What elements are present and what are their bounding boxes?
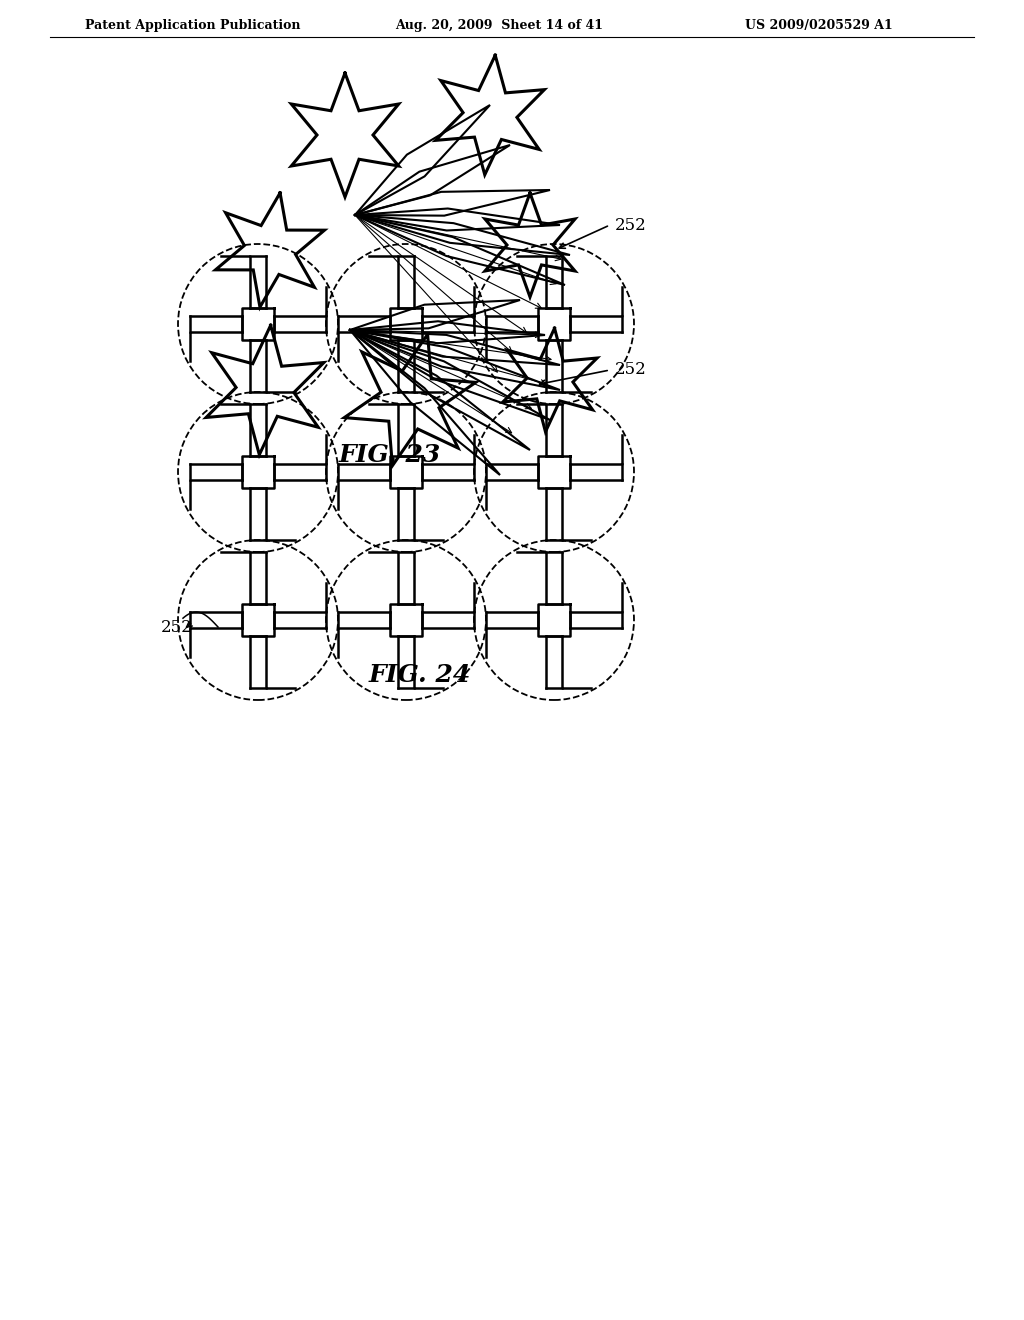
Text: 252: 252 [615, 362, 647, 379]
Text: US 2009/0205529 A1: US 2009/0205529 A1 [745, 18, 893, 32]
Text: FIG. 24: FIG. 24 [369, 663, 471, 686]
Text: Aug. 20, 2009  Sheet 14 of 41: Aug. 20, 2009 Sheet 14 of 41 [395, 18, 603, 32]
Text: 252: 252 [615, 216, 647, 234]
Text: Patent Application Publication: Patent Application Publication [85, 18, 300, 32]
Text: FIG. 23: FIG. 23 [339, 444, 441, 467]
Text: 252: 252 [161, 619, 193, 635]
